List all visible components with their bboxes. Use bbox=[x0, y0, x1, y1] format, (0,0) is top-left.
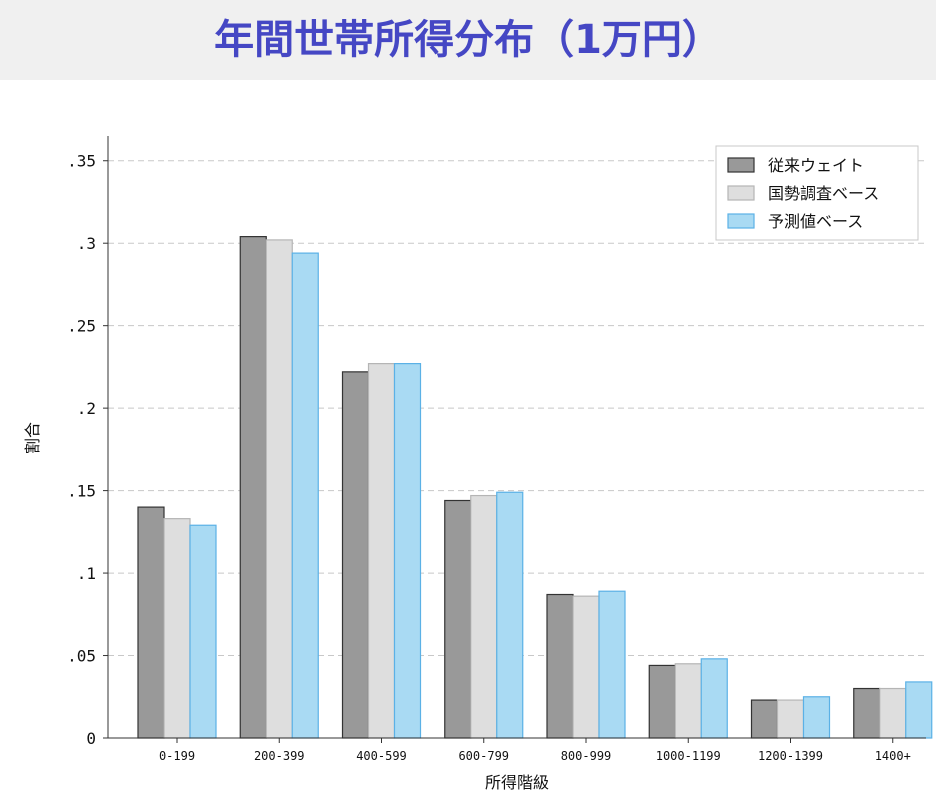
bar bbox=[546, 593, 574, 739]
x-tick-label: 1200-1399 bbox=[758, 749, 823, 763]
bar bbox=[291, 252, 319, 739]
x-tick-label: 0-199 bbox=[159, 749, 195, 763]
bar bbox=[393, 363, 422, 739]
bar bbox=[470, 494, 498, 739]
title-band bbox=[0, 0, 936, 80]
y-tick-label: .3 bbox=[77, 234, 96, 253]
legend-label: 国勢調査ベース bbox=[768, 184, 879, 203]
y-tick-label: .25 bbox=[67, 317, 96, 336]
y-tick-label: .35 bbox=[67, 152, 96, 171]
bars bbox=[137, 236, 933, 739]
y-tick-label: .05 bbox=[67, 647, 96, 666]
y-axis-title: 割合 bbox=[23, 422, 42, 454]
y-tick-label: .2 bbox=[77, 399, 96, 418]
bar bbox=[853, 687, 881, 739]
x-tick-label: 1400+ bbox=[875, 749, 911, 763]
bar bbox=[572, 595, 600, 739]
bar bbox=[341, 371, 370, 739]
legend-swatch bbox=[727, 213, 755, 229]
bar bbox=[137, 506, 165, 739]
x-tick-label: 200-399 bbox=[254, 749, 305, 763]
chart-title: 年間世帯所得分布（1万円） bbox=[214, 17, 722, 63]
bar bbox=[239, 236, 267, 739]
x-tick-labels: 0-199 200-399 400-599 600-799 800-999 1000-11… bbox=[159, 738, 911, 763]
bar bbox=[598, 590, 626, 739]
bar bbox=[776, 699, 805, 739]
y-tick-label: .1 bbox=[77, 564, 96, 583]
legend-label: 予測値ベース bbox=[768, 212, 863, 231]
bar bbox=[648, 664, 676, 739]
bar bbox=[700, 658, 728, 739]
bar bbox=[905, 681, 933, 739]
legend-swatch bbox=[727, 185, 755, 201]
y-tick-label: 0 bbox=[86, 729, 96, 748]
bar bbox=[496, 491, 524, 739]
legend-swatch bbox=[727, 157, 755, 173]
bar bbox=[265, 239, 293, 739]
bar bbox=[879, 687, 907, 739]
x-tick-label: 600-799 bbox=[458, 749, 509, 763]
x-tick-label: 800-999 bbox=[561, 749, 612, 763]
x-tick-label: 1000-1199 bbox=[656, 749, 721, 763]
legend-label: 従来ウェイト bbox=[768, 156, 864, 175]
bar bbox=[750, 699, 779, 739]
y-tick-labels: 0 .05 .1 .15 .2 .25 .3 .35 bbox=[67, 152, 108, 748]
x-axis-title: 所得階級 bbox=[485, 773, 549, 792]
bar bbox=[802, 696, 831, 739]
bar bbox=[367, 363, 396, 739]
y-tick-label: .15 bbox=[67, 482, 96, 501]
x-tick-label: 400-599 bbox=[356, 749, 407, 763]
bar bbox=[189, 524, 217, 739]
bar bbox=[674, 663, 702, 739]
bar bbox=[444, 499, 472, 739]
bar bbox=[163, 518, 191, 739]
